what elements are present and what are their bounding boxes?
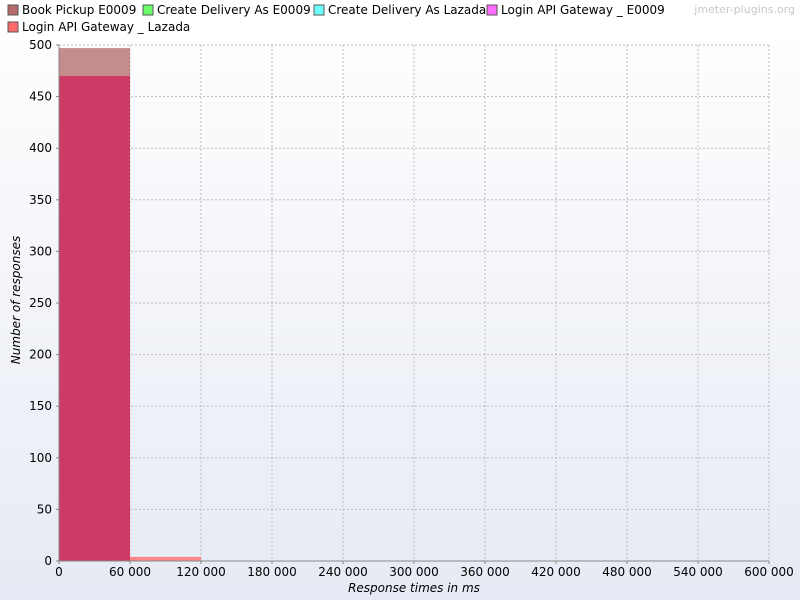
- legend-label-3: Create Delivery As Lazada: [328, 3, 486, 17]
- legend-label-2: Create Delivery As E0009: [157, 3, 311, 17]
- bars: [59, 48, 201, 562]
- x-tick-label: 360 000: [460, 565, 510, 579]
- legend-label-5: Login API Gateway _ Lazada: [22, 20, 190, 34]
- x-tick-label: 60 000: [109, 565, 151, 579]
- x-axis-title: Response times in ms: [348, 581, 480, 595]
- y-tick-label: 0: [44, 554, 52, 568]
- y-tick-label: 300: [29, 244, 52, 258]
- y-tick-label: 500: [29, 38, 52, 52]
- legend: Book Pickup E0009 Create Delivery As E000…: [7, 3, 665, 34]
- x-tick-label: 600 000: [744, 565, 794, 579]
- legend-swatch-5: [7, 21, 19, 33]
- watermark: jmeter-plugins.org: [693, 3, 795, 16]
- legend-swatch-2: [142, 4, 154, 16]
- y-tick-label: 150: [29, 399, 52, 413]
- legend-label-1: Book Pickup E0009: [22, 3, 136, 17]
- x-tick-label: 0: [55, 565, 63, 579]
- x-tick-label: 120 000: [176, 565, 226, 579]
- legend-swatch-1: [7, 4, 19, 16]
- y-tick-label: 100: [29, 451, 52, 465]
- legend-label-4: Login API Gateway _ E0009: [501, 3, 665, 17]
- x-tick-label: 420 000: [531, 565, 581, 579]
- y-tick-label: 50: [37, 502, 52, 516]
- y-tick-label: 400: [29, 141, 52, 155]
- tick-labels: 0 60 000 120 000 180 000 240 000 300 000 360 0…: [29, 38, 794, 579]
- legend-background: [0, 0, 800, 42]
- bar-overlap-bin-1: [59, 75, 130, 562]
- x-tick-label: 480 000: [602, 565, 652, 579]
- x-tick-label: 180 000: [247, 565, 297, 579]
- x-tick-label: 540 000: [673, 565, 723, 579]
- y-axis-title: Number of responses: [9, 236, 23, 364]
- y-tick-label: 450: [29, 90, 52, 104]
- y-tick-label: 200: [29, 348, 52, 362]
- x-tick-label: 240 000: [318, 565, 368, 579]
- bar-series-5-bin-2: [130, 556, 201, 561]
- legend-swatch-3: [313, 4, 325, 16]
- y-tick-label: 250: [29, 296, 52, 310]
- legend-swatch-4: [486, 4, 498, 16]
- y-tick-label: 350: [29, 193, 52, 207]
- x-tick-label: 300 000: [389, 565, 439, 579]
